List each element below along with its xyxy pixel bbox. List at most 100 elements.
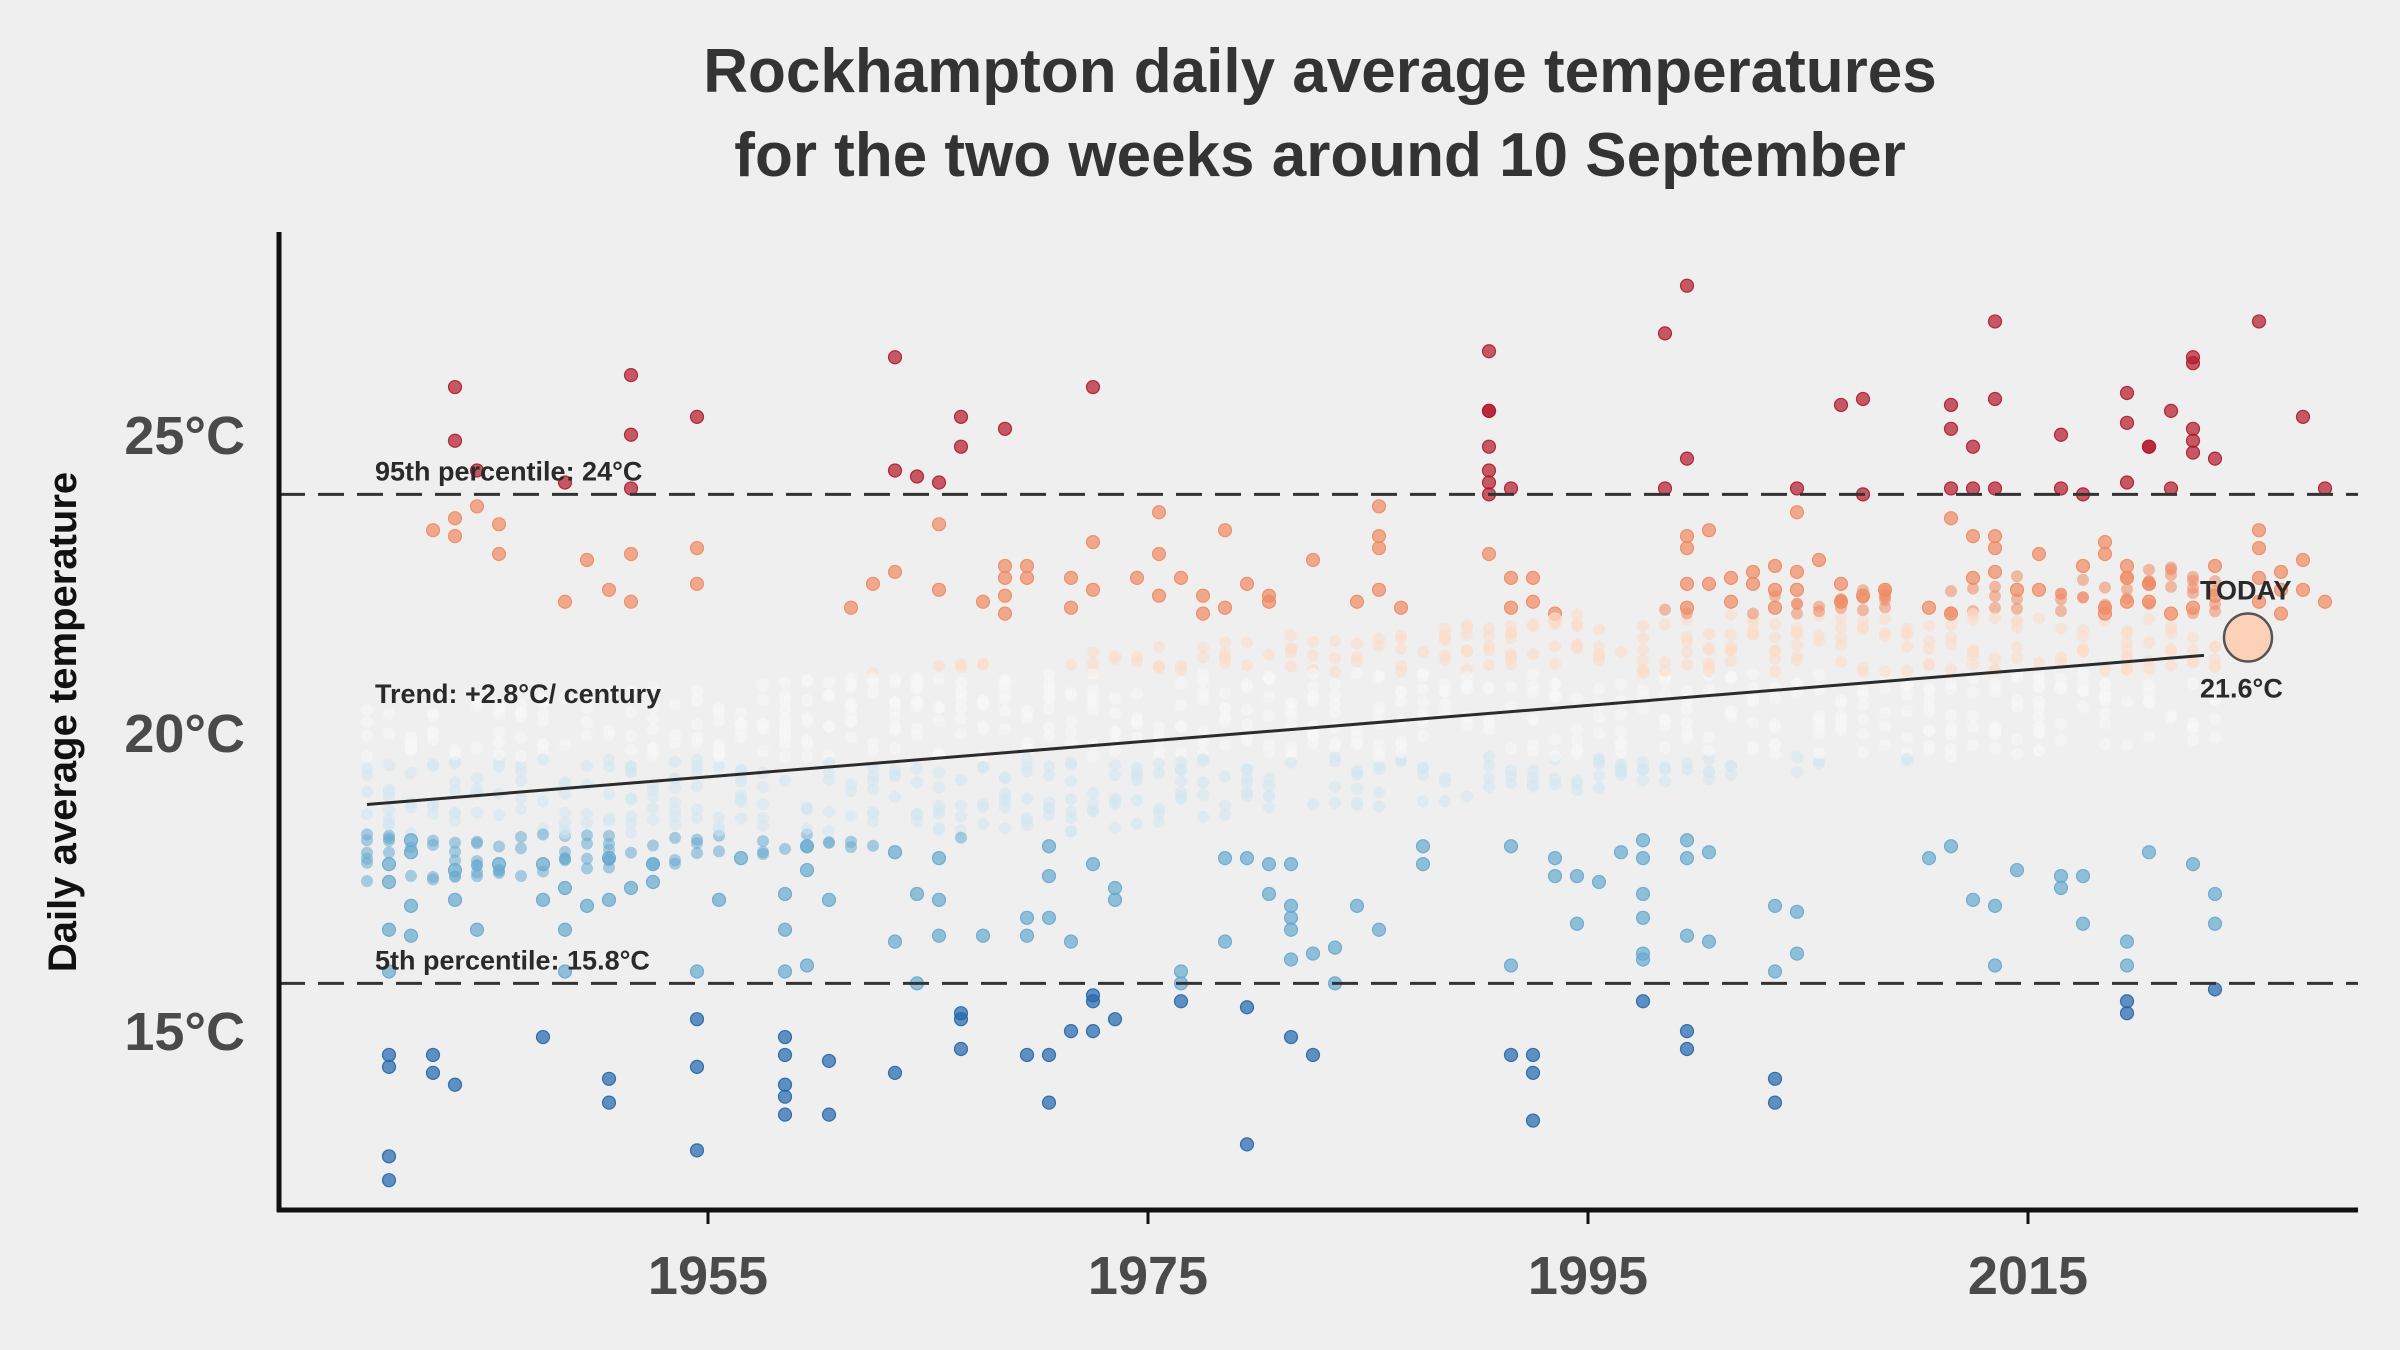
- data-point: [1591, 874, 1607, 890]
- data-point: [1879, 739, 1891, 752]
- data-point: [801, 750, 813, 763]
- data-point: [1593, 640, 1605, 653]
- data-point: [1945, 619, 1957, 632]
- data-point: [1329, 652, 1341, 665]
- data-point: [1659, 687, 1671, 700]
- data-point: [1701, 576, 1717, 591]
- data-point: [1417, 645, 1429, 658]
- data-point: [1063, 1023, 1079, 1039]
- data-point: [2273, 564, 2289, 580]
- data-point: [1109, 707, 1121, 720]
- data-point: [1439, 795, 1451, 808]
- data-point: [1131, 651, 1143, 664]
- data-point: [2053, 868, 2069, 884]
- data-point: [1087, 750, 1099, 763]
- data-point: [911, 676, 923, 689]
- data-point: [977, 720, 989, 733]
- data-point: [1461, 644, 1473, 657]
- data-point: [955, 799, 967, 812]
- data-point: [777, 1077, 793, 1092]
- data-point: [1791, 751, 1803, 764]
- data-point: [2207, 451, 2223, 466]
- data-point: [777, 1047, 793, 1063]
- data-point: [1241, 718, 1253, 731]
- data-point: [1635, 851, 1651, 866]
- data-point: [1065, 725, 1077, 738]
- data-point: [2009, 862, 2025, 878]
- data-point: [603, 829, 615, 842]
- data-point: [1329, 796, 1341, 809]
- data-point: [1857, 665, 1869, 678]
- data-point: [559, 787, 571, 800]
- data-point: [1789, 505, 1805, 520]
- data-point: [1239, 851, 1255, 866]
- data-point: [1371, 582, 1387, 597]
- data-point: [383, 803, 395, 816]
- data-point: [535, 892, 551, 908]
- data-point: [1087, 667, 1099, 680]
- data-point: [1967, 710, 1979, 723]
- data-point: [449, 748, 461, 761]
- data-point: [867, 815, 879, 828]
- x-tick-label: 1995: [1528, 1246, 1648, 1306]
- data-point: [447, 529, 463, 544]
- data-point: [911, 762, 923, 775]
- data-point: [779, 726, 791, 739]
- data-point: [1173, 964, 1189, 979]
- data-point: [1527, 739, 1539, 752]
- data-point: [2075, 916, 2091, 931]
- data-point: [1217, 523, 1233, 538]
- data-point: [1549, 688, 1561, 701]
- data-point: [1679, 451, 1695, 466]
- data-point: [1747, 668, 1759, 681]
- data-point: [691, 780, 703, 793]
- data-point: [1679, 833, 1695, 848]
- data-point: [735, 707, 747, 720]
- data-point: [2099, 677, 2111, 690]
- data-point: [1703, 753, 1715, 766]
- data-point: [1549, 750, 1561, 763]
- data-point: [425, 1047, 441, 1063]
- data-point: [491, 517, 507, 532]
- data-point: [1395, 746, 1407, 759]
- data-point: [2033, 711, 2045, 724]
- data-point: [1789, 564, 1805, 580]
- data-point: [733, 851, 749, 866]
- data-point: [469, 499, 485, 514]
- data-point: [603, 787, 615, 800]
- data-point: [361, 808, 373, 821]
- data-point: [1901, 628, 1913, 641]
- data-point: [1571, 618, 1583, 631]
- data-point: [1371, 540, 1387, 556]
- data-point: [559, 738, 571, 751]
- data-point: [2165, 620, 2177, 633]
- data-point: [2055, 622, 2067, 635]
- data-point: [1703, 628, 1715, 641]
- data-point: [1351, 782, 1363, 795]
- data-point: [1569, 916, 1585, 931]
- data-point: [1547, 868, 1563, 884]
- data-point: [1263, 709, 1275, 722]
- data-point: [2165, 563, 2177, 576]
- data-point: [579, 898, 595, 913]
- data-point: [1415, 857, 1431, 872]
- data-point: [535, 1029, 551, 1045]
- data-point: [1085, 994, 1101, 1009]
- data-point: [601, 892, 617, 908]
- data-point: [471, 837, 483, 850]
- data-point: [2141, 439, 2157, 454]
- data-point: [911, 722, 923, 735]
- today-marker: [2222, 612, 2274, 663]
- data-point: [1769, 721, 1781, 734]
- data-point: [601, 1071, 617, 1086]
- data-point: [1637, 654, 1649, 667]
- data-point: [1681, 658, 1693, 671]
- data-point: [1745, 564, 1761, 580]
- data-point: [1747, 628, 1759, 641]
- data-point: [1945, 585, 1957, 598]
- data-point: [1659, 761, 1671, 774]
- data-point: [1329, 635, 1341, 648]
- data-point: [1263, 738, 1275, 751]
- data-point: [955, 712, 967, 725]
- data-point: [1109, 726, 1121, 739]
